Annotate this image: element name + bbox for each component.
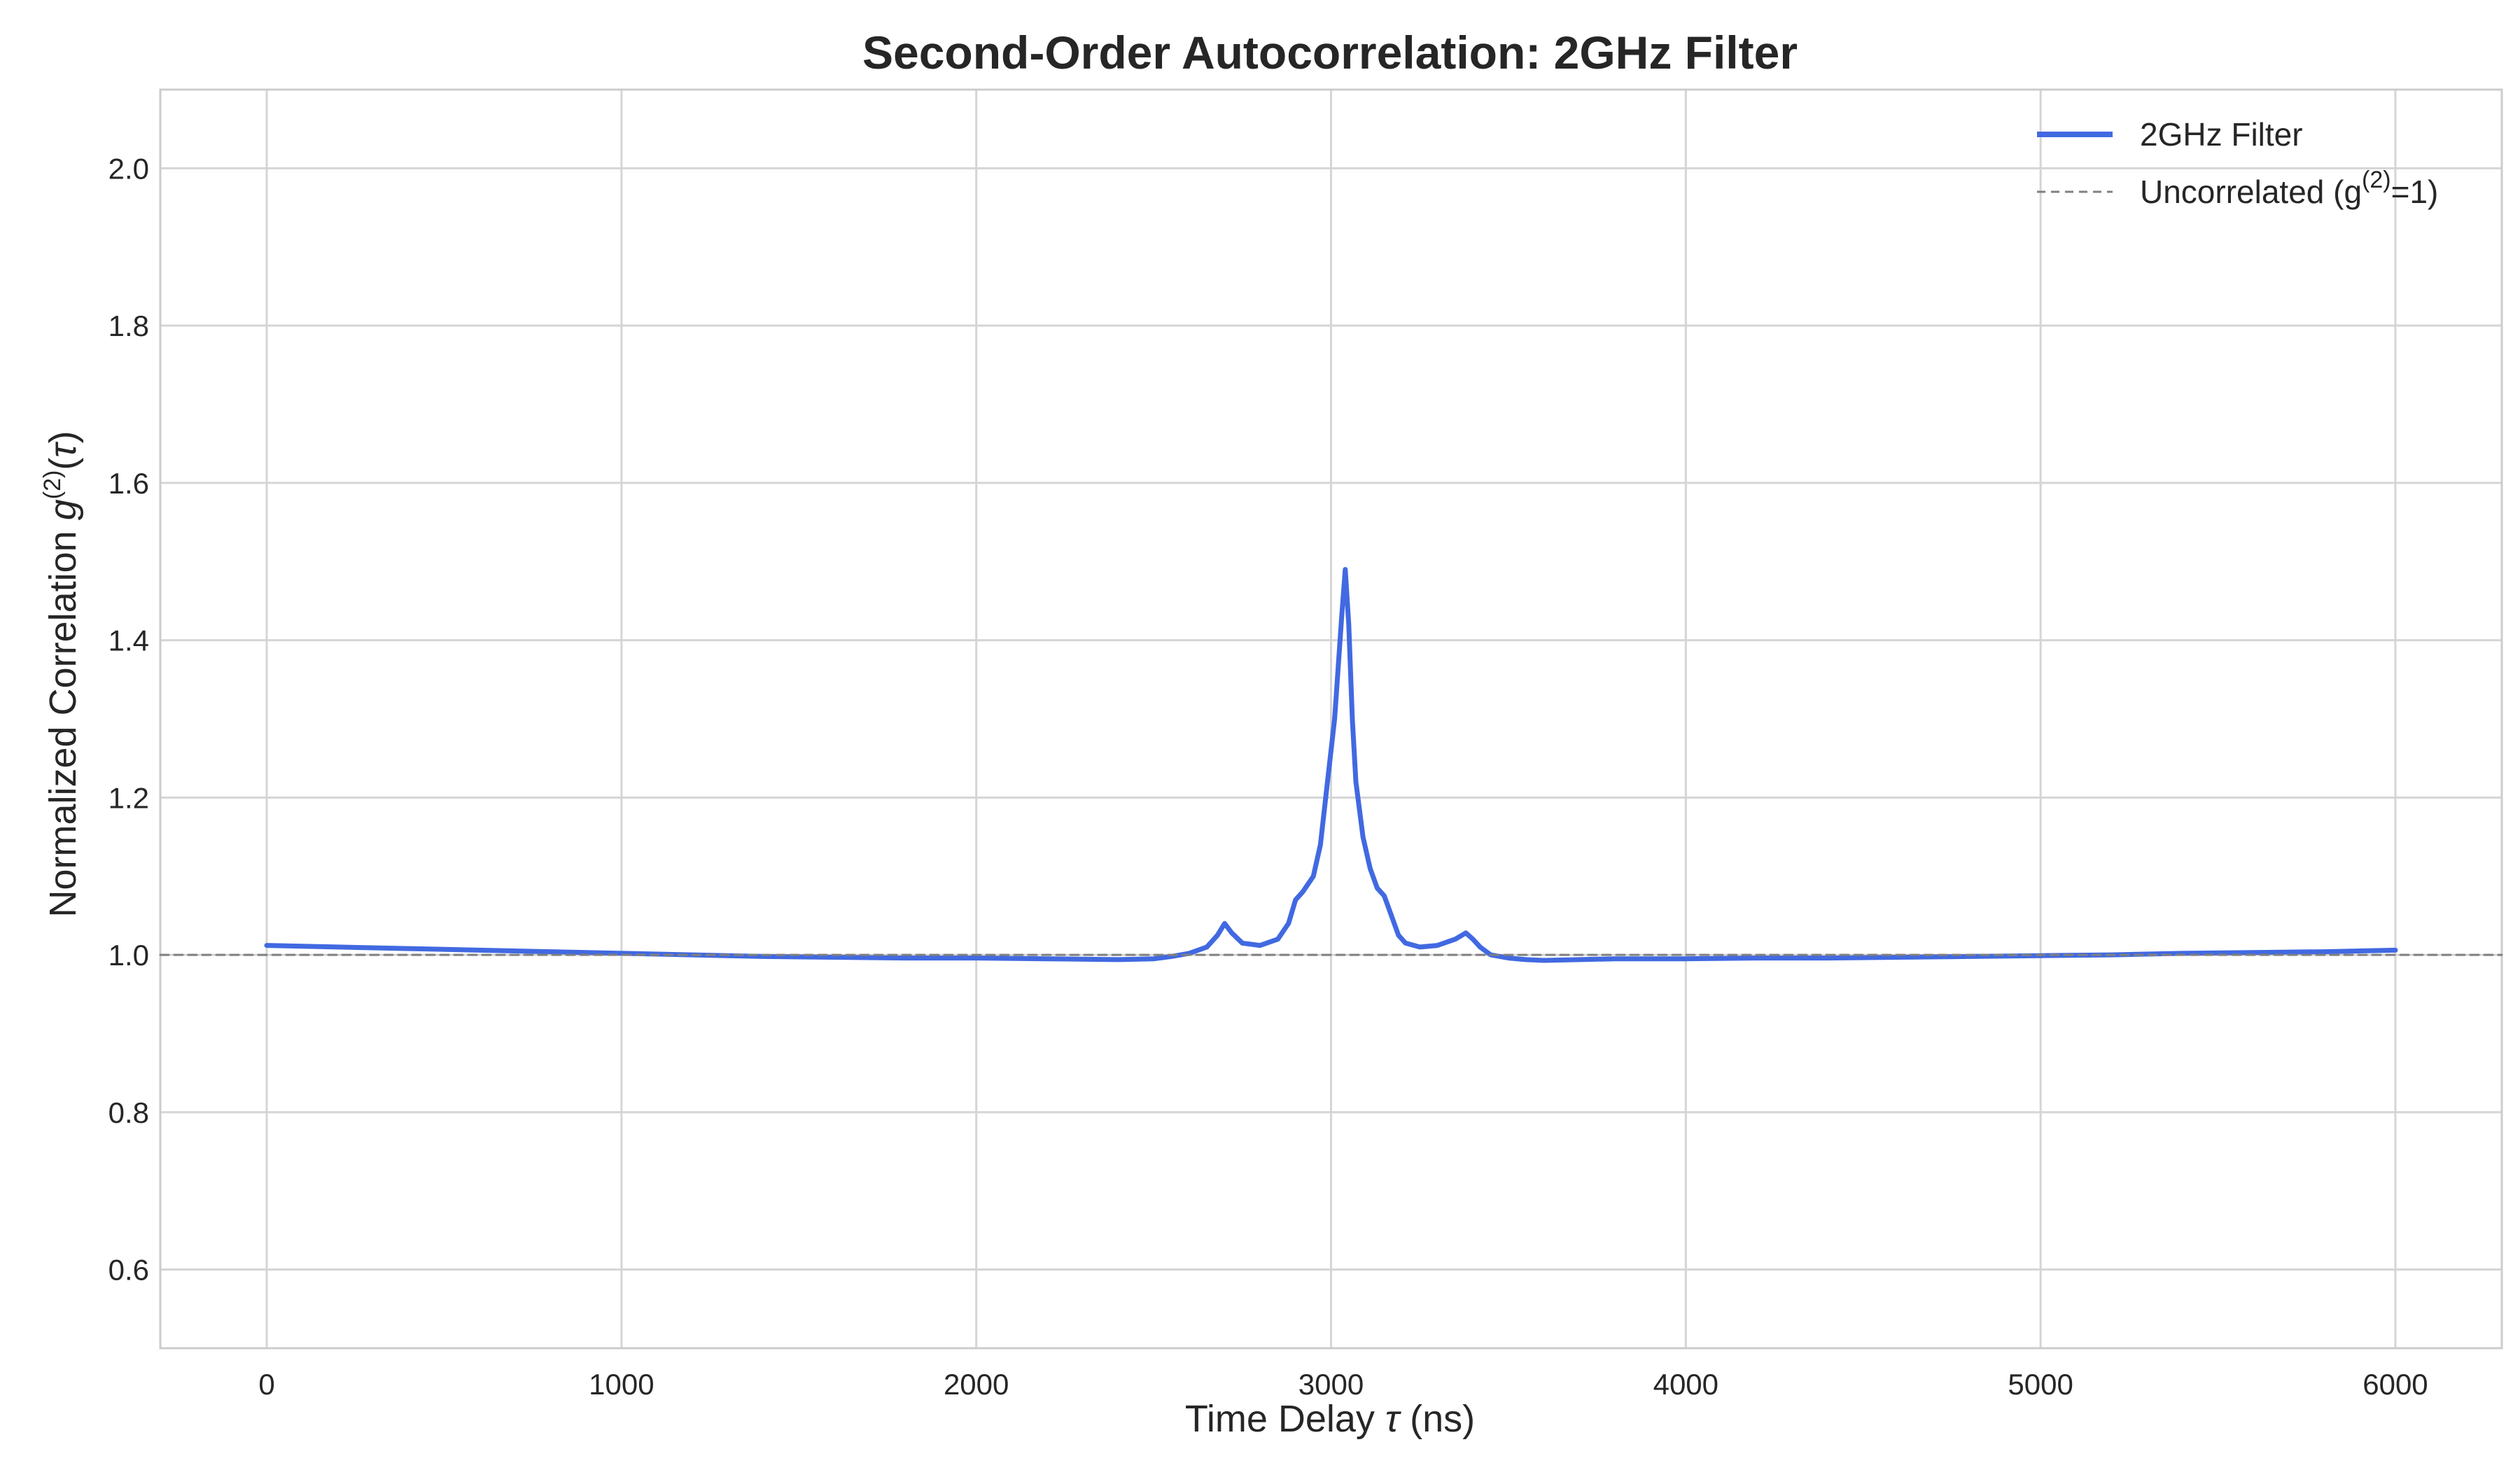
- x-tick-label: 1000: [589, 1368, 654, 1401]
- y-tick-label: 1.2: [108, 781, 149, 814]
- x-tick-label: 0: [258, 1368, 274, 1401]
- y-axis-title-prefix: Normalized Correlation: [42, 520, 84, 917]
- legend-uncorrelated-equals: =1): [2391, 174, 2439, 210]
- series-line-2ghz-filter: [264, 567, 2398, 963]
- y-axis-tau-symbol: τ: [42, 442, 84, 458]
- plot-frame: [159, 88, 2503, 1350]
- y-tick-label: 1.4: [108, 624, 149, 657]
- y-tick-label: 2.0: [108, 152, 149, 185]
- x-axis-tau-symbol: τ: [1385, 1398, 1401, 1440]
- x-axis-title: Time Delay τ (ns): [1185, 1398, 1475, 1440]
- x-tick-label: 2000: [944, 1368, 1009, 1401]
- x-tick-label: 3000: [1298, 1368, 1364, 1401]
- x-tick-label: 5000: [2008, 1368, 2073, 1401]
- legend-label-2ghz-filter: 2GHz Filter: [2140, 116, 2303, 153]
- x-tick-label: 4000: [1653, 1368, 1718, 1401]
- y-axis-arg-close: ): [42, 431, 84, 444]
- x-axis-title-prefix: Time Delay: [1185, 1398, 1385, 1440]
- chart-title: Second-Order Autocorrelation: 2GHz Filte…: [862, 27, 1798, 78]
- y-axis-title: Normalized Correlation g(2)(τ): [39, 431, 84, 918]
- y-tick-label: 1.0: [108, 939, 149, 972]
- y-tick-label: 1.8: [108, 309, 149, 342]
- y-axis-superscript: (2): [39, 470, 66, 500]
- y-tick-label: 0.8: [108, 1096, 149, 1129]
- y-tick-label: 1.6: [108, 467, 149, 500]
- legend-label-uncorrelated: Uncorrelated (g(2)=1): [2140, 167, 2438, 210]
- y-tick-label: 0.6: [108, 1254, 149, 1287]
- legend-uncorrelated-superscript: (2): [2362, 167, 2391, 193]
- legend: 2GHz Filter Uncorrelated (g(2)=1): [2037, 116, 2438, 210]
- tick-labels: 0 1000 2000 3000 4000 5000 6000 0.6 0.8 1.0 1.2 1.4…: [108, 152, 2428, 1401]
- legend-uncorrelated-text: Uncorrelated (g: [2140, 174, 2362, 210]
- x-axis-title-suffix: (ns): [1399, 1398, 1475, 1440]
- y-axis-g-symbol: g: [42, 499, 84, 520]
- series-layer: [159, 567, 2503, 963]
- y-axis-arg-open: (: [42, 458, 84, 470]
- x-tick-label: 6000: [2362, 1368, 2428, 1401]
